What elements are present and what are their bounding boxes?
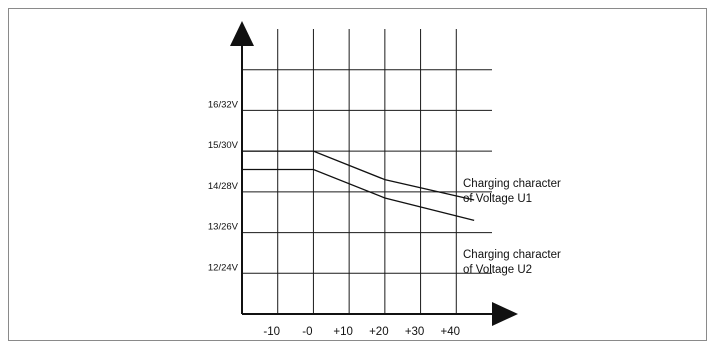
y-tick-label: 15/30V	[208, 140, 239, 151]
x-tick-label: -0	[302, 326, 312, 338]
x-tick-label: -10	[263, 326, 280, 338]
series-line-2	[242, 168, 475, 221]
x-tick-label: +20	[369, 326, 389, 338]
axes	[230, 21, 518, 326]
y-tick-label: 16/32V	[208, 99, 239, 110]
x-axis-arrow	[492, 302, 518, 326]
annotation-text: Charging character	[463, 249, 561, 261]
x-tick-label: +30	[405, 326, 425, 338]
grid	[242, 29, 492, 315]
annotation-text: Charging character	[463, 178, 561, 190]
x-tick-label: +40	[441, 326, 461, 338]
x-tick-label: +10	[333, 326, 353, 338]
annotations: Charging character of Voltage U1 Charging …	[463, 178, 561, 276]
series-line-1	[242, 150, 475, 201]
y-tick-label: 12/24V	[208, 262, 239, 273]
series-group	[242, 150, 475, 221]
annotation-text: of Voltage U1	[463, 193, 532, 205]
annotation-text: of Voltage U2	[463, 264, 532, 276]
y-tick-label: 13/26V	[208, 222, 239, 233]
tick-labels: 12/24V 13/26V 14/28V 15/30V 16/32V -10 -0 +10 +2…	[208, 99, 460, 338]
y-tick-label: 14/28V	[208, 181, 239, 192]
y-axis-arrow	[230, 21, 254, 46]
chart-frame	[8, 8, 707, 341]
